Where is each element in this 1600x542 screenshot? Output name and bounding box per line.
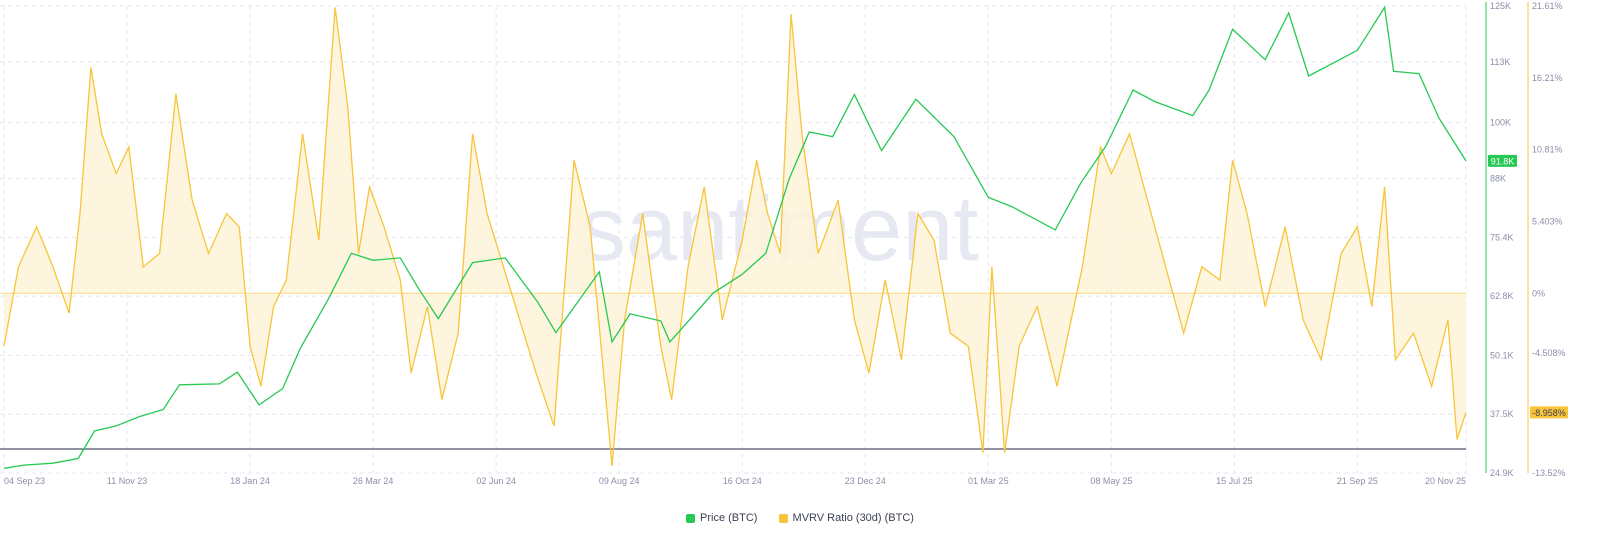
price-badge-label: 91.8K	[1491, 156, 1515, 166]
mvrv-tick-label: 5.403%	[1532, 216, 1563, 226]
x-tick-label: 02 Jun 24	[476, 476, 516, 486]
mvrv-tick-label: 16.21%	[1532, 73, 1563, 83]
x-tick-label: 04 Sep 23	[4, 476, 45, 486]
price-line	[3, 5, 1467, 469]
price-tick-label: 113K	[1490, 57, 1510, 67]
mvrv-tick-label: -13.52%	[1532, 468, 1566, 478]
x-tick-label: 26 Mar 24	[353, 476, 394, 486]
mvrv-line	[3, 7, 1467, 467]
x-axis: 04 Sep 23 11 Nov 23 18 Jan 24 26 Mar 24 02 J…	[4, 476, 1466, 486]
price-tick-label: 50.1K	[1490, 350, 1514, 360]
price-tick-label: 88K	[1490, 174, 1506, 184]
mvrv-badge-label: -8.958%	[1532, 408, 1566, 418]
x-tick-label: 01 Mar 25	[968, 476, 1009, 486]
current-value-badges: 91.8K -8.958%	[1488, 154, 1568, 419]
x-tick-label: 20 Nov 25	[1425, 476, 1466, 486]
mvrv-swatch-icon	[778, 513, 788, 523]
mvrv-area	[4, 7, 1466, 467]
legend-mvrv-label: MVRV Ratio (30d) (BTC)	[792, 512, 914, 524]
price-tick-label: 100K	[1490, 118, 1511, 128]
x-tick-label: 11 Nov 23	[107, 476, 147, 486]
legend-item-price[interactable]: Price (BTC)	[686, 512, 757, 524]
x-tick-label: 08 May 25	[1090, 476, 1132, 486]
mvrv-tick-label: 21.61%	[1532, 1, 1563, 11]
legend-item-mvrv[interactable]: MVRV Ratio (30d) (BTC)	[778, 512, 914, 524]
price-badge	[1488, 154, 1517, 167]
y-axis-right: 21.61% 16.21% 10.81% 5.403% 0% -4.508% -13.52%	[1532, 1, 1566, 478]
price-swatch-icon	[686, 513, 696, 523]
x-tick-label: 21 Sep 25	[1337, 476, 1378, 486]
x-tick-label: 23 Dec 24	[845, 476, 886, 486]
mvrv-tick-label: 0%	[1532, 288, 1545, 298]
legend-price-label: Price (BTC)	[700, 512, 758, 524]
x-tick-label: 18 Jan 24	[230, 476, 270, 486]
legend: Price (BTC) MVRV Ratio (30d) (BTC)	[0, 512, 1600, 526]
y-axis-left: 125K 113K 100K 88K 75.4K 62.8K 50.1K 37.5K 24.9K	[1490, 1, 1514, 478]
price-tick-label: 75.4K	[1490, 232, 1514, 242]
mvrv-tick-label: 10.81%	[1532, 145, 1563, 155]
x-tick-label: 09 Aug 24	[599, 476, 640, 486]
mvrv-tick-label: -4.508%	[1532, 348, 1566, 358]
mvrv-badge	[1530, 406, 1568, 419]
price-tick-label: 24.9K	[1490, 468, 1514, 478]
price-tick-label: 37.5K	[1490, 409, 1514, 419]
price-tick-label: 125K	[1490, 1, 1511, 11]
x-tick-label: 15 Jul 25	[1216, 476, 1253, 486]
x-tick-label: 16 Oct 24	[723, 476, 762, 486]
price-tick-label: 62.8K	[1490, 291, 1514, 301]
